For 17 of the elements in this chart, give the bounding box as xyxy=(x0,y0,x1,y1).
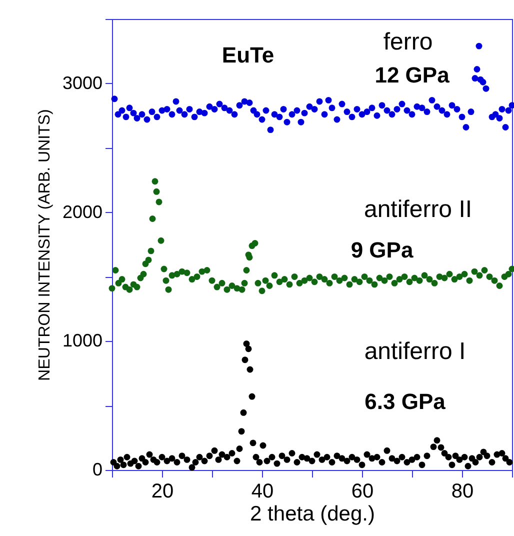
y-tick-label: 0 xyxy=(92,460,102,480)
y-tick-label: 2000 xyxy=(62,202,102,222)
x-tick-label: 40 xyxy=(251,480,274,502)
annotation: antiferro II xyxy=(364,196,472,224)
annotation: 9 GPa xyxy=(350,237,414,262)
annotation: antiferro I xyxy=(364,338,466,366)
y-tick-label: 1000 xyxy=(62,330,102,351)
annotation: EuTe xyxy=(222,42,274,68)
y-tick-label: 3000 xyxy=(62,72,102,93)
x-tick-label: 80 xyxy=(451,480,474,502)
x-tick-label: 60 xyxy=(351,480,374,502)
annotation: 12 GPa xyxy=(374,62,450,88)
annotation: ferro xyxy=(383,28,433,56)
x-axis-title: 2 theta (deg.) xyxy=(250,502,375,526)
x-tick-label: 20 xyxy=(151,480,174,502)
y-axis-title: NEUTRON INTENSITY (ARB. UNITS) xyxy=(36,109,54,381)
annotation: 6.3 GPa xyxy=(364,389,446,414)
